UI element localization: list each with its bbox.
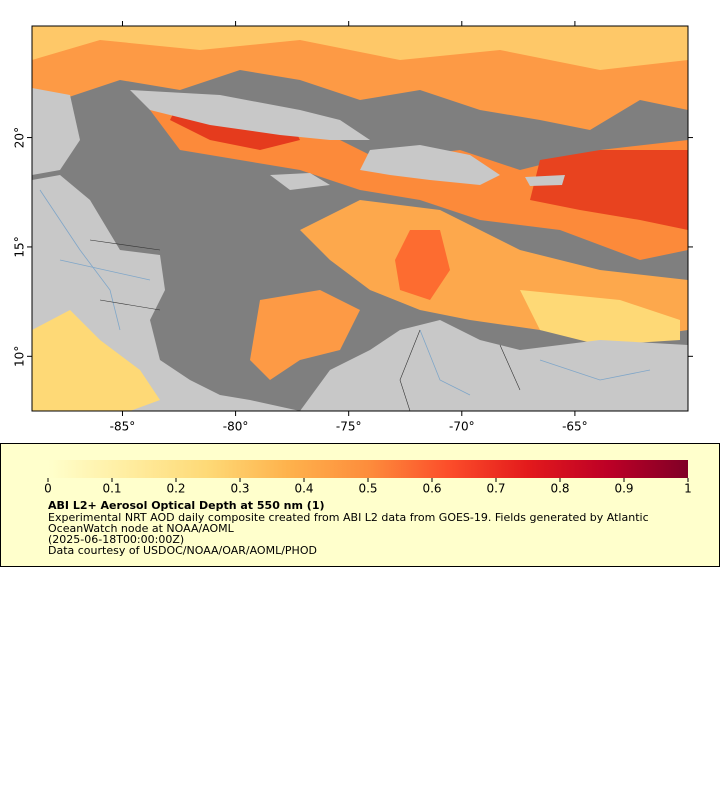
map-image xyxy=(32,26,688,411)
y-tick-label: 15° xyxy=(13,236,27,257)
legend-line: (2025-06-18T00:00:00Z) xyxy=(48,533,184,546)
colorbar-tick-label: 1 xyxy=(684,482,692,496)
colorbar-tick-label: 0.7 xyxy=(486,482,505,496)
colorbar-tick-label: 0.4 xyxy=(294,482,313,496)
y-tick-label: 10° xyxy=(13,346,27,367)
colorbar-tick-label: 0 xyxy=(44,482,52,496)
legend-line: Experimental NRT AOD daily composite cre… xyxy=(48,511,649,524)
x-tick-label: -75° xyxy=(336,420,362,434)
y-tick-label: 20° xyxy=(13,127,27,148)
x-tick-label: -85° xyxy=(110,420,136,434)
colorbar-tick-label: 0.5 xyxy=(358,482,377,496)
colorbar-tick-label: 0.2 xyxy=(166,482,185,496)
colorbar-tick-label: 0.1 xyxy=(102,482,121,496)
colorbar-tick-label: 0.8 xyxy=(550,482,569,496)
colorbar-tick-label: 0.3 xyxy=(230,482,249,496)
legend-line: Data courtesy of USDOC/NOAA/OAR/AOML/PHO… xyxy=(48,544,317,557)
colorbar-tick-label: 0.6 xyxy=(422,482,441,496)
legend-title: ABI L2+ Aerosol Optical Depth at 550 nm … xyxy=(48,499,325,512)
x-tick-label: -65° xyxy=(562,420,588,434)
x-tick-label: -70° xyxy=(449,420,475,434)
colorbar xyxy=(48,460,688,478)
legend-line: OceanWatch node at NOAA/AOML xyxy=(48,522,235,535)
x-tick-label: -80° xyxy=(223,420,249,434)
map-frame xyxy=(31,25,689,412)
colorbar-tick-label: 0.9 xyxy=(614,482,633,496)
